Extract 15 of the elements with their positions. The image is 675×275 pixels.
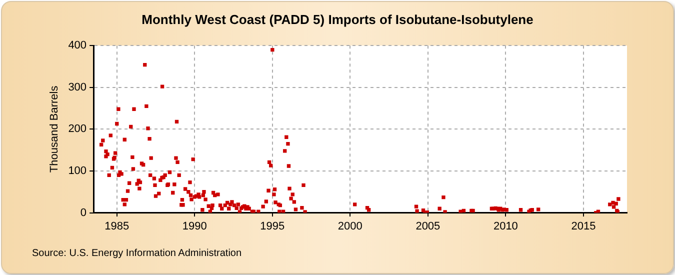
y-tick-label: 300 [68, 81, 87, 94]
x-tick-label: 2005 [416, 220, 440, 232]
y-tick-label: 0 [80, 206, 87, 219]
x-tick-label: 2015 [571, 220, 596, 232]
source-note: Source: U.S. Energy Information Administration [32, 248, 242, 259]
x-tick-label: 2010 [493, 220, 518, 232]
x-tick-label: 1995 [260, 220, 285, 232]
y-axis-title: Thousand Barrels [48, 85, 61, 173]
x-tick-label: 1990 [182, 220, 207, 232]
chart-title: Monthly West Coast (PADD 5) Imports of Isobutane-Isobutylene [140, 12, 534, 27]
y-tick-label: 200 [68, 123, 87, 136]
y-tick-label: 400 [68, 40, 87, 52]
x-tick-label: 1985 [104, 220, 130, 232]
x-tick-label: 2000 [338, 220, 362, 232]
y-tick-label: 100 [68, 165, 87, 178]
